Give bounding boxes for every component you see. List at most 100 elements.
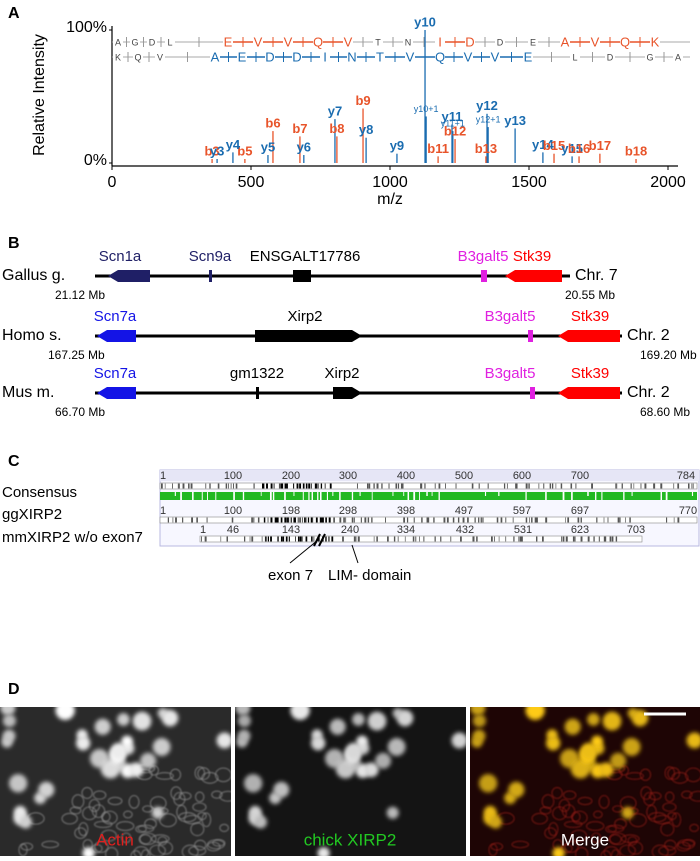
- gene-label: Xirp2: [324, 365, 359, 382]
- peak-label: y5: [261, 139, 275, 154]
- position-label: 770: [679, 505, 697, 517]
- residue-stripe: [262, 483, 264, 489]
- residue-stripe: [164, 483, 166, 489]
- gene: [558, 387, 620, 399]
- position-label: 1: [200, 524, 206, 536]
- residue-stripe: [339, 517, 342, 523]
- residue-bg: [570, 51, 580, 63]
- residue-stripe: [277, 536, 279, 542]
- residue-stripe: [373, 483, 375, 489]
- residue-stripe: [308, 483, 311, 489]
- residue-stripe: [226, 536, 228, 542]
- actin-mesh: [648, 811, 667, 823]
- gene: [256, 387, 259, 399]
- conservation-gap: [392, 492, 394, 496]
- actin-mesh: [219, 823, 230, 833]
- peak-label: y12+1: [476, 114, 501, 124]
- x-tick-label: 2000: [650, 174, 686, 191]
- residue-stripe: [299, 517, 301, 523]
- peak-label: y10: [414, 14, 436, 29]
- residue-stripe: [434, 536, 436, 542]
- conservation-gap: [293, 492, 295, 496]
- actin-mesh: [541, 794, 555, 809]
- cell: [546, 729, 558, 741]
- residue-bg: [343, 36, 353, 48]
- residue-stripe: [607, 517, 609, 523]
- actin-mesh: [139, 832, 157, 846]
- cell: [591, 735, 603, 748]
- cell: [100, 759, 121, 779]
- position-label: 500: [455, 470, 473, 482]
- gene: [209, 270, 212, 282]
- residue-stripe: [440, 536, 442, 542]
- residue-stripe: [498, 536, 500, 542]
- residue-stripe: [421, 483, 423, 489]
- position-label: 497: [455, 505, 473, 517]
- actin-mesh: [619, 844, 636, 856]
- end-position: 68.60 Mb: [640, 405, 690, 419]
- residue: L: [167, 37, 172, 47]
- residue-stripe: [513, 536, 515, 542]
- peak-label: y15: [561, 141, 583, 156]
- lim-pointer: [351, 544, 359, 564]
- actin-mesh: [574, 846, 589, 856]
- residue: L: [572, 52, 577, 62]
- gene: [481, 270, 487, 282]
- residue-stripe: [220, 536, 222, 542]
- residue: Q: [620, 34, 630, 49]
- residue-stripe: [353, 517, 355, 523]
- actin-mesh: [61, 812, 78, 825]
- residue-stripe: [478, 483, 480, 489]
- residue-stripe: [388, 483, 390, 489]
- actin-mesh: [684, 767, 700, 783]
- residue-stripe: [428, 517, 430, 523]
- actin-mesh: [664, 766, 676, 780]
- actin-mesh: [206, 841, 221, 852]
- position-label: 432: [456, 524, 474, 536]
- start-position: 167.25 Mb: [48, 348, 105, 362]
- peak-label: b7: [292, 121, 307, 136]
- residue-bg: [113, 36, 123, 48]
- cell: [329, 718, 346, 735]
- residue-bg: [490, 51, 500, 63]
- cell: [1, 736, 13, 748]
- position-label: 531: [514, 524, 532, 536]
- peak-label: b13: [475, 141, 497, 156]
- panel-letter: C: [8, 453, 20, 470]
- residue-stripe: [580, 536, 583, 542]
- residue-stripe: [293, 483, 295, 489]
- residue-stripe: [360, 517, 362, 523]
- residue-stripe: [512, 517, 514, 523]
- actin-mesh: [181, 844, 199, 856]
- peak-label: b15: [543, 138, 565, 153]
- x-tick-label: 1500: [511, 174, 547, 191]
- residue: I: [438, 34, 442, 49]
- conservation-gap: [180, 492, 182, 500]
- residue-stripe: [366, 483, 369, 489]
- residue-stripe: [355, 536, 357, 542]
- residue-bg: [673, 51, 683, 63]
- actin-mesh: [178, 791, 192, 801]
- conservation-bar: [160, 492, 697, 500]
- micrograph: [470, 707, 700, 856]
- actin-mesh: [121, 832, 132, 844]
- gene: [558, 330, 620, 342]
- actin-mesh: [74, 827, 87, 840]
- position-label: 400: [397, 470, 415, 482]
- residue-bg: [405, 51, 415, 63]
- residue-stripe: [307, 517, 310, 523]
- position-label: 597: [513, 505, 531, 517]
- conservation-gap: [498, 492, 500, 496]
- cell: [478, 774, 498, 793]
- residue-stripe: [288, 517, 290, 523]
- residue-stripe: [693, 483, 694, 489]
- residue-stripe: [673, 483, 675, 489]
- conservation-gap: [319, 492, 322, 500]
- actin-mesh: [149, 844, 166, 856]
- residue: K: [115, 52, 121, 62]
- actin-mesh: [671, 812, 682, 828]
- residue-stripe: [505, 536, 507, 542]
- cell: [243, 774, 263, 793]
- residue-stripe: [518, 536, 520, 542]
